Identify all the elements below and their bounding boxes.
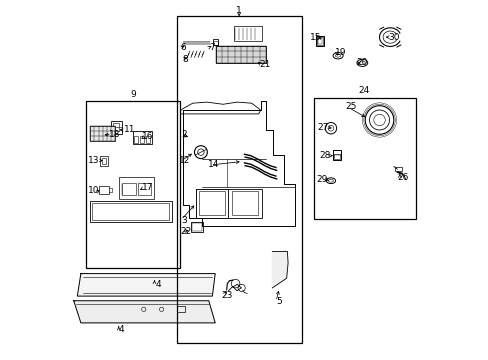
Text: 7: 7 (208, 43, 214, 52)
Text: 12: 12 (179, 156, 190, 165)
Bar (213, 39, 218, 45)
Bar (111, 121, 122, 134)
Text: 23: 23 (221, 291, 233, 300)
Text: 20: 20 (355, 58, 366, 67)
Bar (183, 41, 209, 44)
Text: 10: 10 (88, 186, 99, 195)
Bar (100, 156, 108, 166)
Text: 21: 21 (259, 60, 270, 69)
Text: 19: 19 (334, 48, 346, 57)
Text: 26: 26 (397, 173, 408, 182)
Bar (119, 177, 154, 199)
Bar (122, 183, 136, 195)
Text: 3: 3 (181, 216, 187, 225)
Bar (85, 102, 180, 267)
Text: 4: 4 (118, 325, 124, 334)
Text: 6: 6 (180, 43, 185, 52)
Bar (333, 154, 339, 159)
Bar (216, 46, 265, 63)
Text: 25: 25 (345, 102, 356, 111)
Text: 22: 22 (180, 227, 191, 236)
Bar (90, 126, 115, 141)
Bar (231, 192, 258, 215)
Bar (140, 136, 144, 143)
Text: 29: 29 (316, 175, 327, 184)
Text: 15: 15 (309, 33, 321, 42)
Bar (332, 150, 340, 160)
Bar (190, 222, 203, 232)
Bar (394, 167, 401, 171)
Polygon shape (77, 274, 215, 296)
Text: 9: 9 (130, 90, 136, 99)
Text: 17: 17 (142, 183, 153, 192)
Bar (145, 136, 149, 143)
Text: 2: 2 (182, 130, 187, 139)
Bar (233, 26, 261, 41)
Text: 13: 13 (88, 156, 99, 165)
Bar (176, 16, 301, 342)
Bar (316, 37, 323, 45)
Text: 14: 14 (208, 161, 220, 170)
Text: 28: 28 (319, 151, 330, 160)
Text: 5: 5 (276, 297, 282, 306)
Bar (99, 186, 109, 194)
Bar (133, 131, 151, 144)
Bar (213, 41, 217, 45)
Bar (92, 203, 169, 220)
Polygon shape (272, 251, 287, 288)
Bar (138, 183, 151, 195)
Text: 8: 8 (183, 55, 188, 64)
Bar (196, 189, 228, 217)
Bar (315, 36, 323, 46)
Bar (198, 192, 225, 215)
Bar (317, 38, 322, 44)
Text: 27: 27 (317, 123, 328, 132)
Polygon shape (74, 301, 215, 323)
Bar (113, 123, 119, 131)
Text: 16: 16 (142, 132, 154, 141)
Bar (134, 136, 138, 143)
Bar (196, 189, 262, 217)
Text: 1: 1 (236, 6, 242, 15)
Bar (90, 201, 171, 222)
Text: 24: 24 (358, 86, 369, 95)
Text: 11: 11 (123, 126, 135, 135)
Bar (177, 306, 185, 312)
Text: 18: 18 (109, 130, 121, 139)
Bar (102, 158, 106, 164)
Text: 4: 4 (155, 280, 161, 289)
Bar (192, 223, 202, 231)
Bar (313, 98, 415, 219)
Text: 30: 30 (387, 33, 399, 42)
